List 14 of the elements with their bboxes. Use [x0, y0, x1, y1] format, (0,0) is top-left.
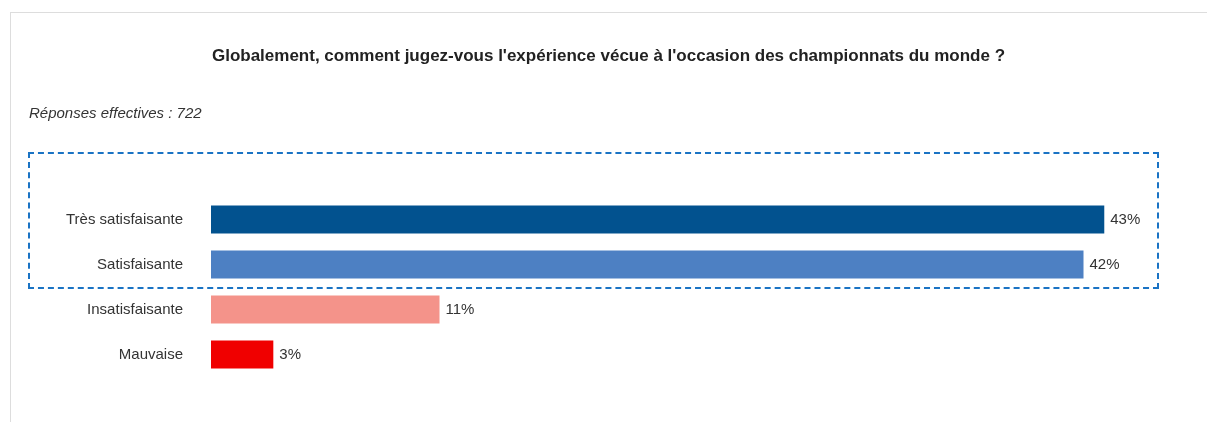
- chart-subtitle: Réponses effectives : 722: [29, 104, 202, 121]
- chart-title: Globalement, comment jugez-vous l'expérience vécue à l'occasion des championnats du monde ?: [210, 46, 1007, 66]
- bar: [211, 295, 440, 324]
- bar: [211, 250, 1084, 279]
- bar: [211, 340, 274, 369]
- data-label: 42%: [1089, 254, 1120, 272]
- y-tick-label: Mauvaise: [118, 344, 183, 362]
- y-tick-label: Insatisfaisante: [87, 299, 183, 317]
- data-label: 3%: [279, 344, 302, 362]
- y-tick-label: Satisfaisante: [97, 254, 183, 272]
- data-label: 11%: [445, 299, 475, 317]
- y-tick-label: Très satisfaisante: [66, 209, 183, 227]
- data-label: 43%: [1110, 209, 1141, 227]
- bar: [211, 205, 1105, 234]
